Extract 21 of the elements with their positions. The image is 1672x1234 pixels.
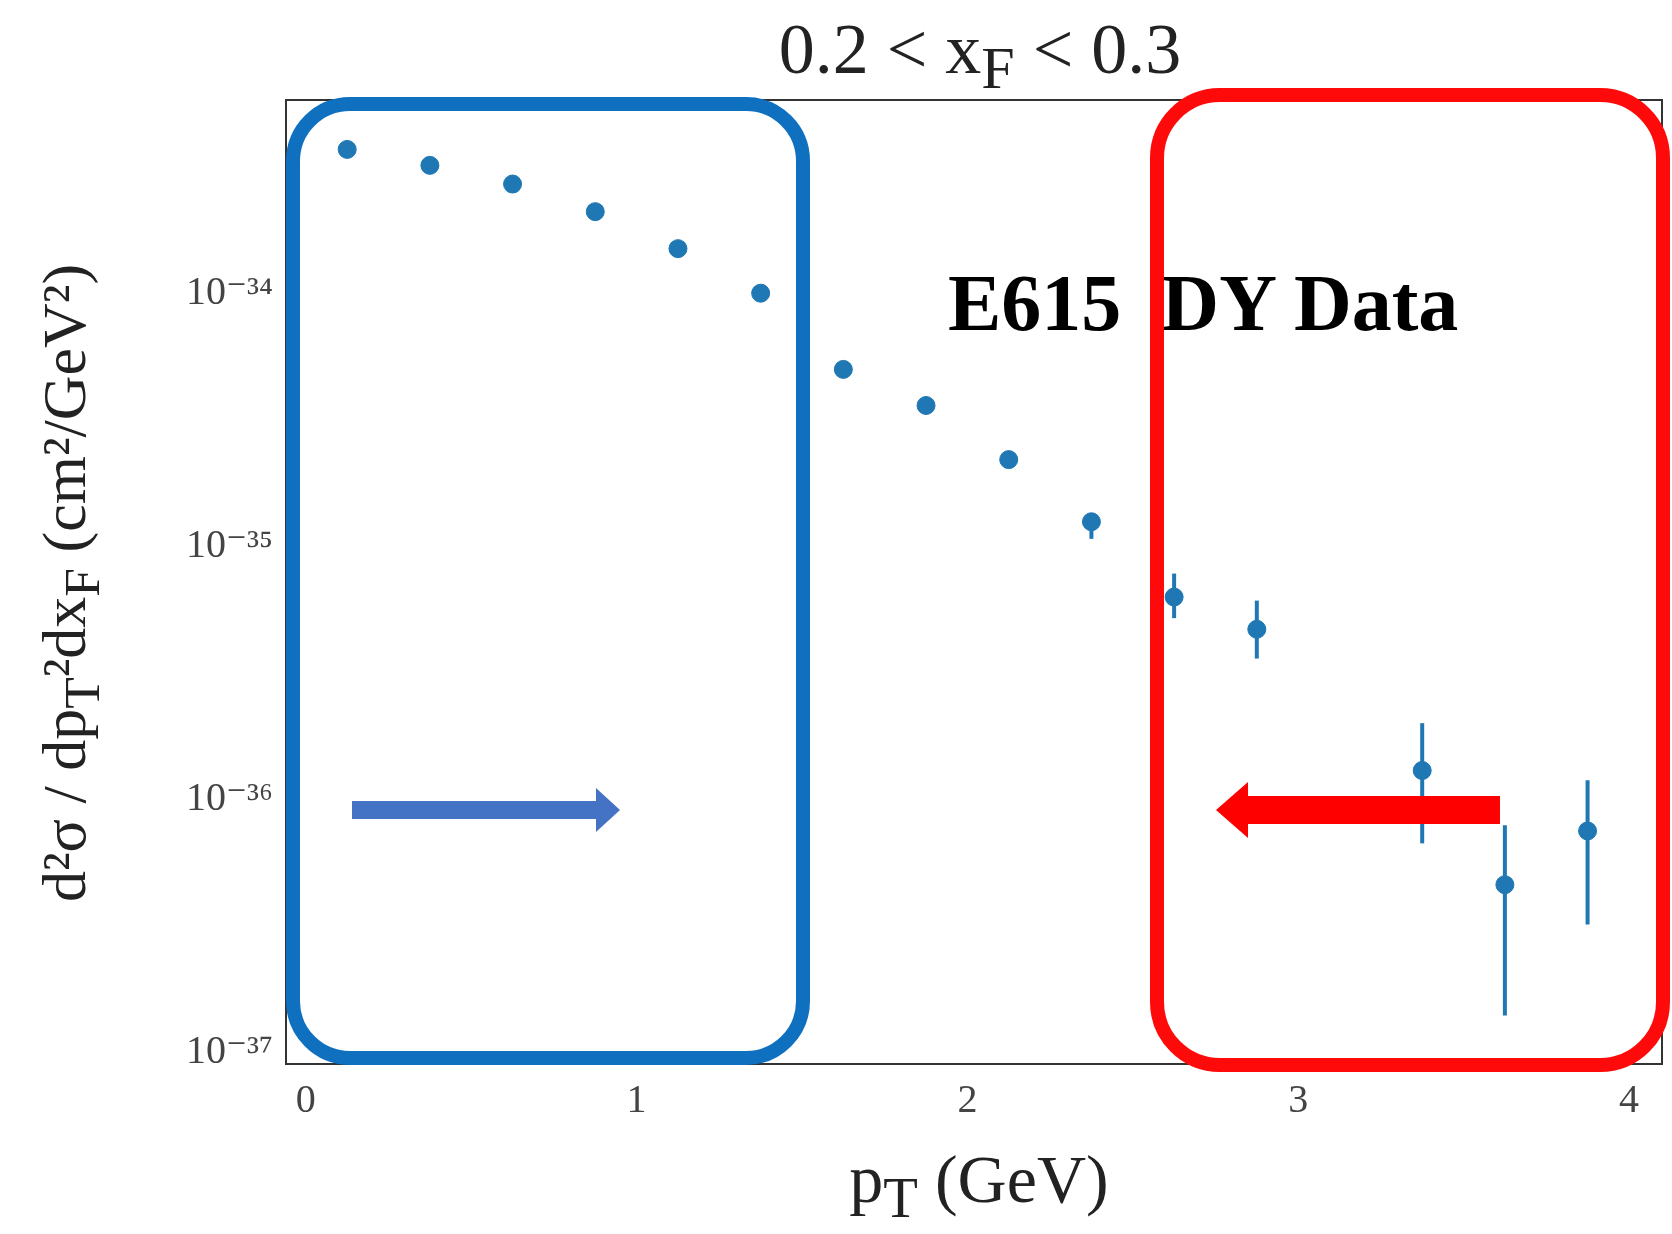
x-tick-label: 2 [957, 1075, 978, 1121]
y-tick-label: 10⁻³⁷ [185, 1026, 273, 1072]
point [751, 283, 771, 303]
x-tick-label: 4 [1618, 1075, 1639, 1121]
point [337, 139, 357, 159]
y-tick-label: 10⁻³⁴ [185, 267, 273, 313]
point [668, 239, 688, 259]
annotation: E615 DY Data [948, 258, 1459, 349]
y-tick-label: 10⁻³⁵ [185, 520, 273, 566]
x-tick-label: 3 [1288, 1075, 1309, 1121]
x-tick-label: 1 [626, 1075, 647, 1121]
x-tick-label: 0 [295, 1075, 316, 1121]
point [833, 359, 853, 379]
point [916, 395, 936, 415]
x-axis-title: p$_{T}$ (GeV) [848, 1140, 1110, 1230]
chart-title: 0.2 < x$_{F}$ < 0.3 [777, 8, 1183, 104]
point [585, 202, 605, 222]
point [999, 450, 1019, 470]
point [503, 174, 523, 194]
point [420, 155, 440, 175]
y-tick-label: 10⁻³⁶ [185, 773, 273, 819]
